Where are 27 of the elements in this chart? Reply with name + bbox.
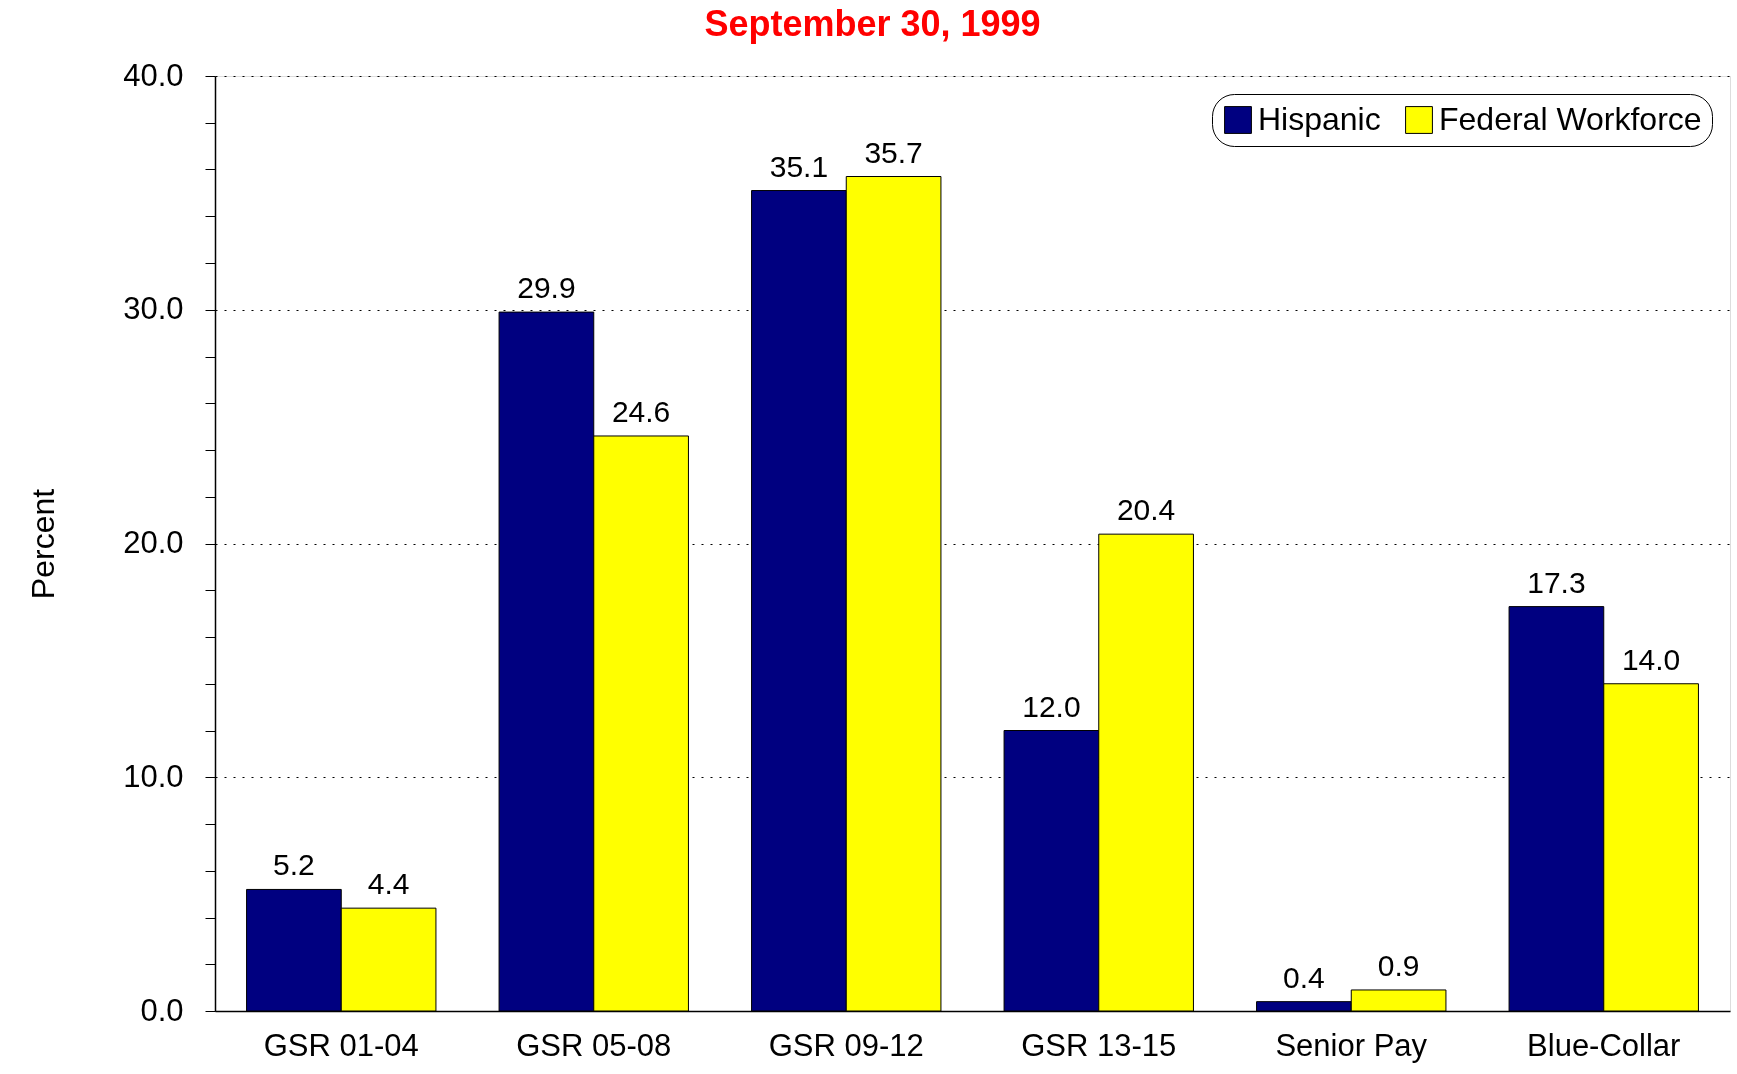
- y-tick-label: 0.0: [140, 992, 184, 1028]
- data-label: 20.4: [1116, 493, 1176, 527]
- data-label: 29.9: [517, 271, 576, 305]
- legend-label: Hispanic: [1258, 101, 1381, 137]
- data-label: 17.3: [1527, 565, 1586, 599]
- y-tick-label: 10.0: [123, 758, 184, 794]
- legend-label: Federal Workforce: [1439, 101, 1702, 137]
- data-label: 4.4: [367, 867, 410, 901]
- y-axis-title: Percent: [25, 488, 62, 600]
- y-tick-label: 30.0: [123, 291, 184, 327]
- data-label: 35.1: [769, 149, 829, 183]
- data-label: 35.7: [864, 135, 923, 169]
- data-label: 0.9: [1377, 948, 1420, 982]
- data-label: 12.0: [1022, 689, 1081, 723]
- x-tick-label: GSR 05-08: [516, 1027, 672, 1063]
- x-tick-label: GSR 13-15: [1021, 1027, 1177, 1063]
- data-label: 24.6: [611, 394, 671, 428]
- data-label: 14.0: [1621, 642, 1681, 676]
- chart-title: September 30, 1999: [704, 3, 1041, 44]
- x-tick-label: GSR 01-04: [263, 1027, 419, 1063]
- x-tick-label: GSR 09-12: [768, 1027, 924, 1063]
- y-tick-label: 20.0: [123, 525, 184, 560]
- y-tick-label: 40.0: [123, 57, 184, 93]
- x-tick-label: Senior Pay: [1275, 1027, 1428, 1063]
- data-label: 0.4: [1283, 960, 1325, 994]
- data-label: 5.2: [273, 848, 315, 882]
- x-tick-label: Blue-Collar: [1527, 1027, 1681, 1063]
